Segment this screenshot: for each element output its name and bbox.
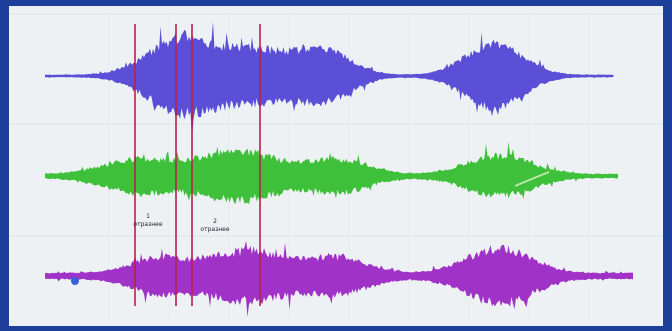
marker-number-1: 1 xyxy=(146,213,150,220)
waveform-track-green[interactable] xyxy=(45,141,618,205)
marker-label-1: 1 отразнее xyxy=(128,213,168,229)
marker-label-2: 2 отразнее xyxy=(195,218,235,234)
waveform-canvas[interactable] xyxy=(9,6,663,326)
waveform-track-purple[interactable] xyxy=(45,240,633,317)
marker-number-2: 2 xyxy=(213,218,217,225)
screen-glare xyxy=(514,171,550,187)
waveform-editor-screen: 1 отразнее 2 отразнее xyxy=(9,6,663,326)
playhead-dot xyxy=(71,277,79,285)
marker-lines xyxy=(134,24,261,306)
marker-text-1: отразнее xyxy=(133,221,163,228)
waveform-track-blue[interactable] xyxy=(45,21,614,140)
marker-text-2: отразнее xyxy=(200,226,230,233)
